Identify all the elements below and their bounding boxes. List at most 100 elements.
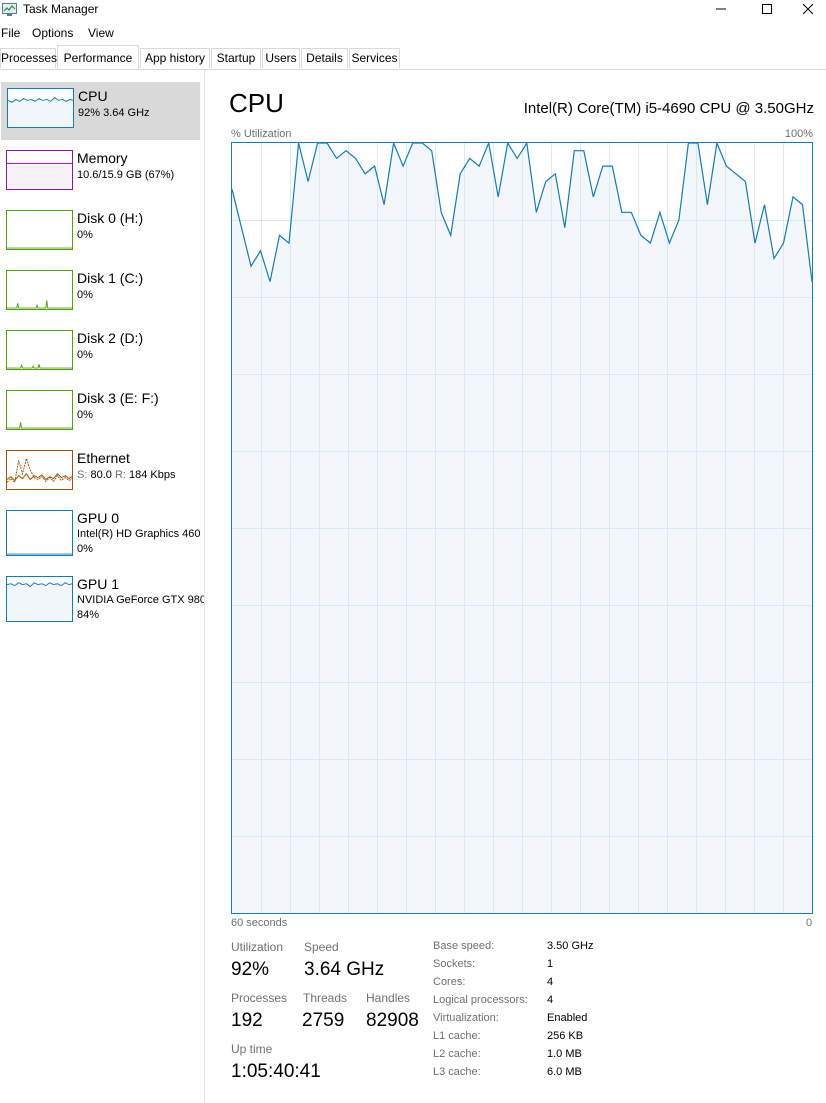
sockets-value: 1 <box>547 958 554 970</box>
graph-y-max-label: 100% <box>784 128 813 140</box>
ethernet-receive-label: R: <box>114 469 126 481</box>
speed-label: Speed <box>304 940 339 954</box>
tab-performance[interactable]: Performance <box>57 45 139 69</box>
gpu-1-mini-graph <box>6 576 73 622</box>
ethernet-send-value: 80.0 <box>90 469 112 481</box>
threads-label: Threads <box>303 991 348 1005</box>
title-bar[interactable]: Task Manager <box>0 0 826 20</box>
l3-cache-label: L3 cache: <box>433 1066 481 1078</box>
utilization-value: 92% <box>231 959 270 980</box>
cores-label: Cores: <box>433 976 466 988</box>
handles-label: Handles <box>366 991 411 1005</box>
close-button[interactable] <box>790 0 826 20</box>
graph-x-axis-right-label: 0 <box>806 917 813 929</box>
cpu-utilization-line <box>232 143 812 282</box>
performance-sidebar: CPU 92% 3.64 GHz Memory 10.6/15.9 GB (67… <box>0 70 205 1103</box>
page-title: CPU <box>229 88 284 118</box>
task-manager-icon <box>2 3 17 16</box>
sidebar-item-label: Disk 1 (C:) <box>77 270 144 286</box>
tab-services[interactable]: Services <box>349 48 400 68</box>
graph-y-axis-label: % Utilization <box>231 128 292 140</box>
ethernet-send-label: S: <box>77 469 88 481</box>
sidebar-item-value: 0% <box>77 409 93 421</box>
logical-processors-value: 4 <box>547 994 554 1006</box>
virtualization-value: Enabled <box>547 1012 588 1024</box>
sidebar-item-disk-0[interactable]: Disk 0 (H:) 0% <box>0 208 204 266</box>
handles-value: 82908 <box>366 1010 419 1031</box>
processes-label: Processes <box>231 991 288 1005</box>
memory-mini-graph <box>6 150 73 190</box>
cpu-graph-canvas <box>232 143 812 913</box>
uptime-value: 1:05:40:41 <box>231 1061 321 1082</box>
l2-cache-label: L2 cache: <box>433 1048 481 1060</box>
sidebar-item-gpu-0[interactable]: GPU 0 Intel(R) HD Graphics 460 0% <box>0 508 204 568</box>
sidebar-item-model: NVIDIA GeForce GTX 980 <box>77 594 204 606</box>
maximize-icon <box>762 4 772 14</box>
sidebar-item-disk-2[interactable]: Disk 2 (D:) 0% <box>0 328 204 386</box>
tab-bar: Processes Performance App history Startu… <box>0 45 826 70</box>
l1-cache-label: L1 cache: <box>433 1030 481 1042</box>
utilization-label: Utilization <box>231 940 284 954</box>
base-speed-value: 3.50 GHz <box>547 940 594 952</box>
sidebar-item-label: Memory <box>77 150 128 166</box>
menu-file[interactable]: File <box>1 26 21 40</box>
sidebar-item-ethernet[interactable]: Ethernet S: 80.0 R: 184 Kbps <box>0 448 204 506</box>
sidebar-item-label: Ethernet <box>77 450 130 466</box>
minimize-icon <box>716 8 726 10</box>
sidebar-item-disk-3[interactable]: Disk 3 (E: F:) 0% <box>0 388 204 446</box>
disk-1-mini-graph <box>6 270 73 310</box>
tab-app-history[interactable]: App history <box>140 48 210 68</box>
sidebar-item-cpu[interactable]: CPU 92% 3.64 GHz <box>1 82 200 140</box>
window-title: Task Manager <box>23 2 99 16</box>
sidebar-item-value: 0% <box>77 229 93 241</box>
graph-x-axis-left-label: 60 seconds <box>231 917 288 929</box>
disk-2-mini-graph <box>6 330 73 370</box>
base-speed-label: Base speed: <box>433 940 495 952</box>
virtualization-label: Virtualization: <box>433 1012 499 1024</box>
tab-details[interactable]: Details <box>301 48 348 68</box>
sidebar-item-label: Disk 0 (H:) <box>77 210 144 226</box>
sidebar-item-disk-1[interactable]: Disk 1 (C:) 0% <box>0 268 204 326</box>
sidebar-item-value: 0% <box>77 349 93 361</box>
cpu-mini-graph <box>7 88 74 128</box>
sidebar-item-value: 92% 3.64 GHz <box>78 107 150 119</box>
uptime-label: Up time <box>231 1042 273 1056</box>
close-icon <box>802 3 814 15</box>
ethernet-throughput: S: 80.0 R: 184 Kbps <box>77 469 176 481</box>
menu-options[interactable]: Options <box>32 26 74 40</box>
ethernet-mini-graph <box>6 450 73 490</box>
tab-users[interactable]: Users <box>262 48 300 68</box>
maximize-button[interactable] <box>744 0 790 20</box>
tab-startup[interactable]: Startup <box>211 48 261 68</box>
sidebar-item-value: 0% <box>77 289 93 301</box>
disk-3-mini-graph <box>6 390 73 430</box>
cpu-utilization-graph <box>231 142 813 914</box>
sidebar-item-value: 84% <box>77 609 100 621</box>
sidebar-item-label: CPU <box>78 88 108 104</box>
cpu-model-name: Intel(R) Core(TM) i5-4690 CPU @ 3.50GHz <box>523 100 814 117</box>
sidebar-item-value: 0% <box>77 543 93 555</box>
minimize-button[interactable] <box>698 0 744 20</box>
sidebar-item-label: Disk 3 (E: F:) <box>77 390 159 406</box>
sidebar-item-memory[interactable]: Memory 10.6/15.9 GB (67%) <box>0 148 204 206</box>
tab-processes[interactable]: Processes <box>0 48 57 68</box>
sockets-label: Sockets: <box>433 958 476 970</box>
sidebar-item-gpu-1[interactable]: GPU 1 NVIDIA GeForce GTX 980 84% <box>0 574 204 634</box>
gpu-0-mini-graph <box>6 510 73 556</box>
sidebar-item-label: GPU 1 <box>77 576 120 592</box>
sidebar-item-label: Disk 2 (D:) <box>77 330 144 346</box>
threads-value: 2759 <box>302 1010 345 1031</box>
processes-value: 192 <box>231 1010 263 1031</box>
speed-value: 3.64 GHz <box>304 959 385 980</box>
menu-view[interactable]: View <box>88 26 114 40</box>
ethernet-receive-value: 184 Kbps <box>129 469 176 481</box>
logical-processors-label: Logical processors: <box>433 994 528 1006</box>
sidebar-item-value: 10.6/15.9 GB (67%) <box>77 169 175 181</box>
l3-cache-value: 6.0 MB <box>547 1066 582 1078</box>
sidebar-item-label: GPU 0 <box>77 510 120 526</box>
sidebar-item-model: Intel(R) HD Graphics 460 <box>77 528 201 540</box>
l2-cache-value: 1.0 MB <box>547 1048 582 1060</box>
disk-0-mini-graph <box>6 210 73 250</box>
cores-value: 4 <box>547 976 554 988</box>
l1-cache-value: 256 KB <box>547 1030 584 1042</box>
